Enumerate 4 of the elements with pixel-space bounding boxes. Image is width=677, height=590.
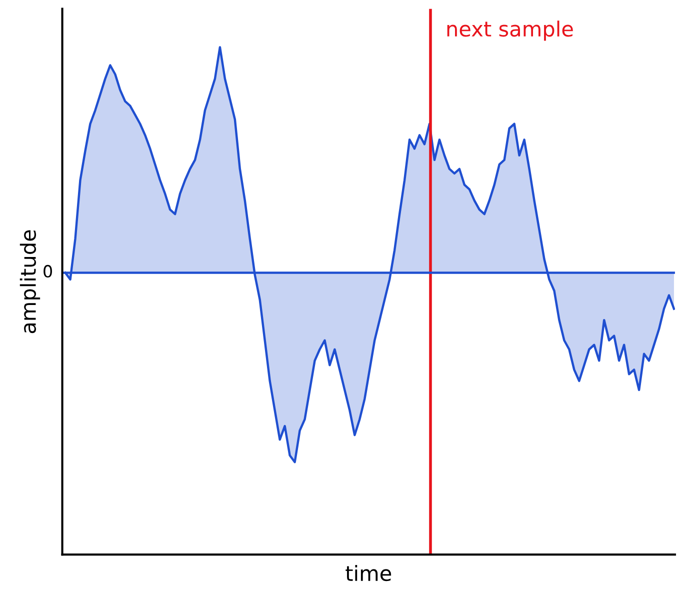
text: 0	[44, 264, 52, 278]
text: next sample	[447, 20, 573, 41]
y-axis-title: amplitude	[20, 230, 40, 334]
x-axis-title: time	[346, 565, 392, 582]
